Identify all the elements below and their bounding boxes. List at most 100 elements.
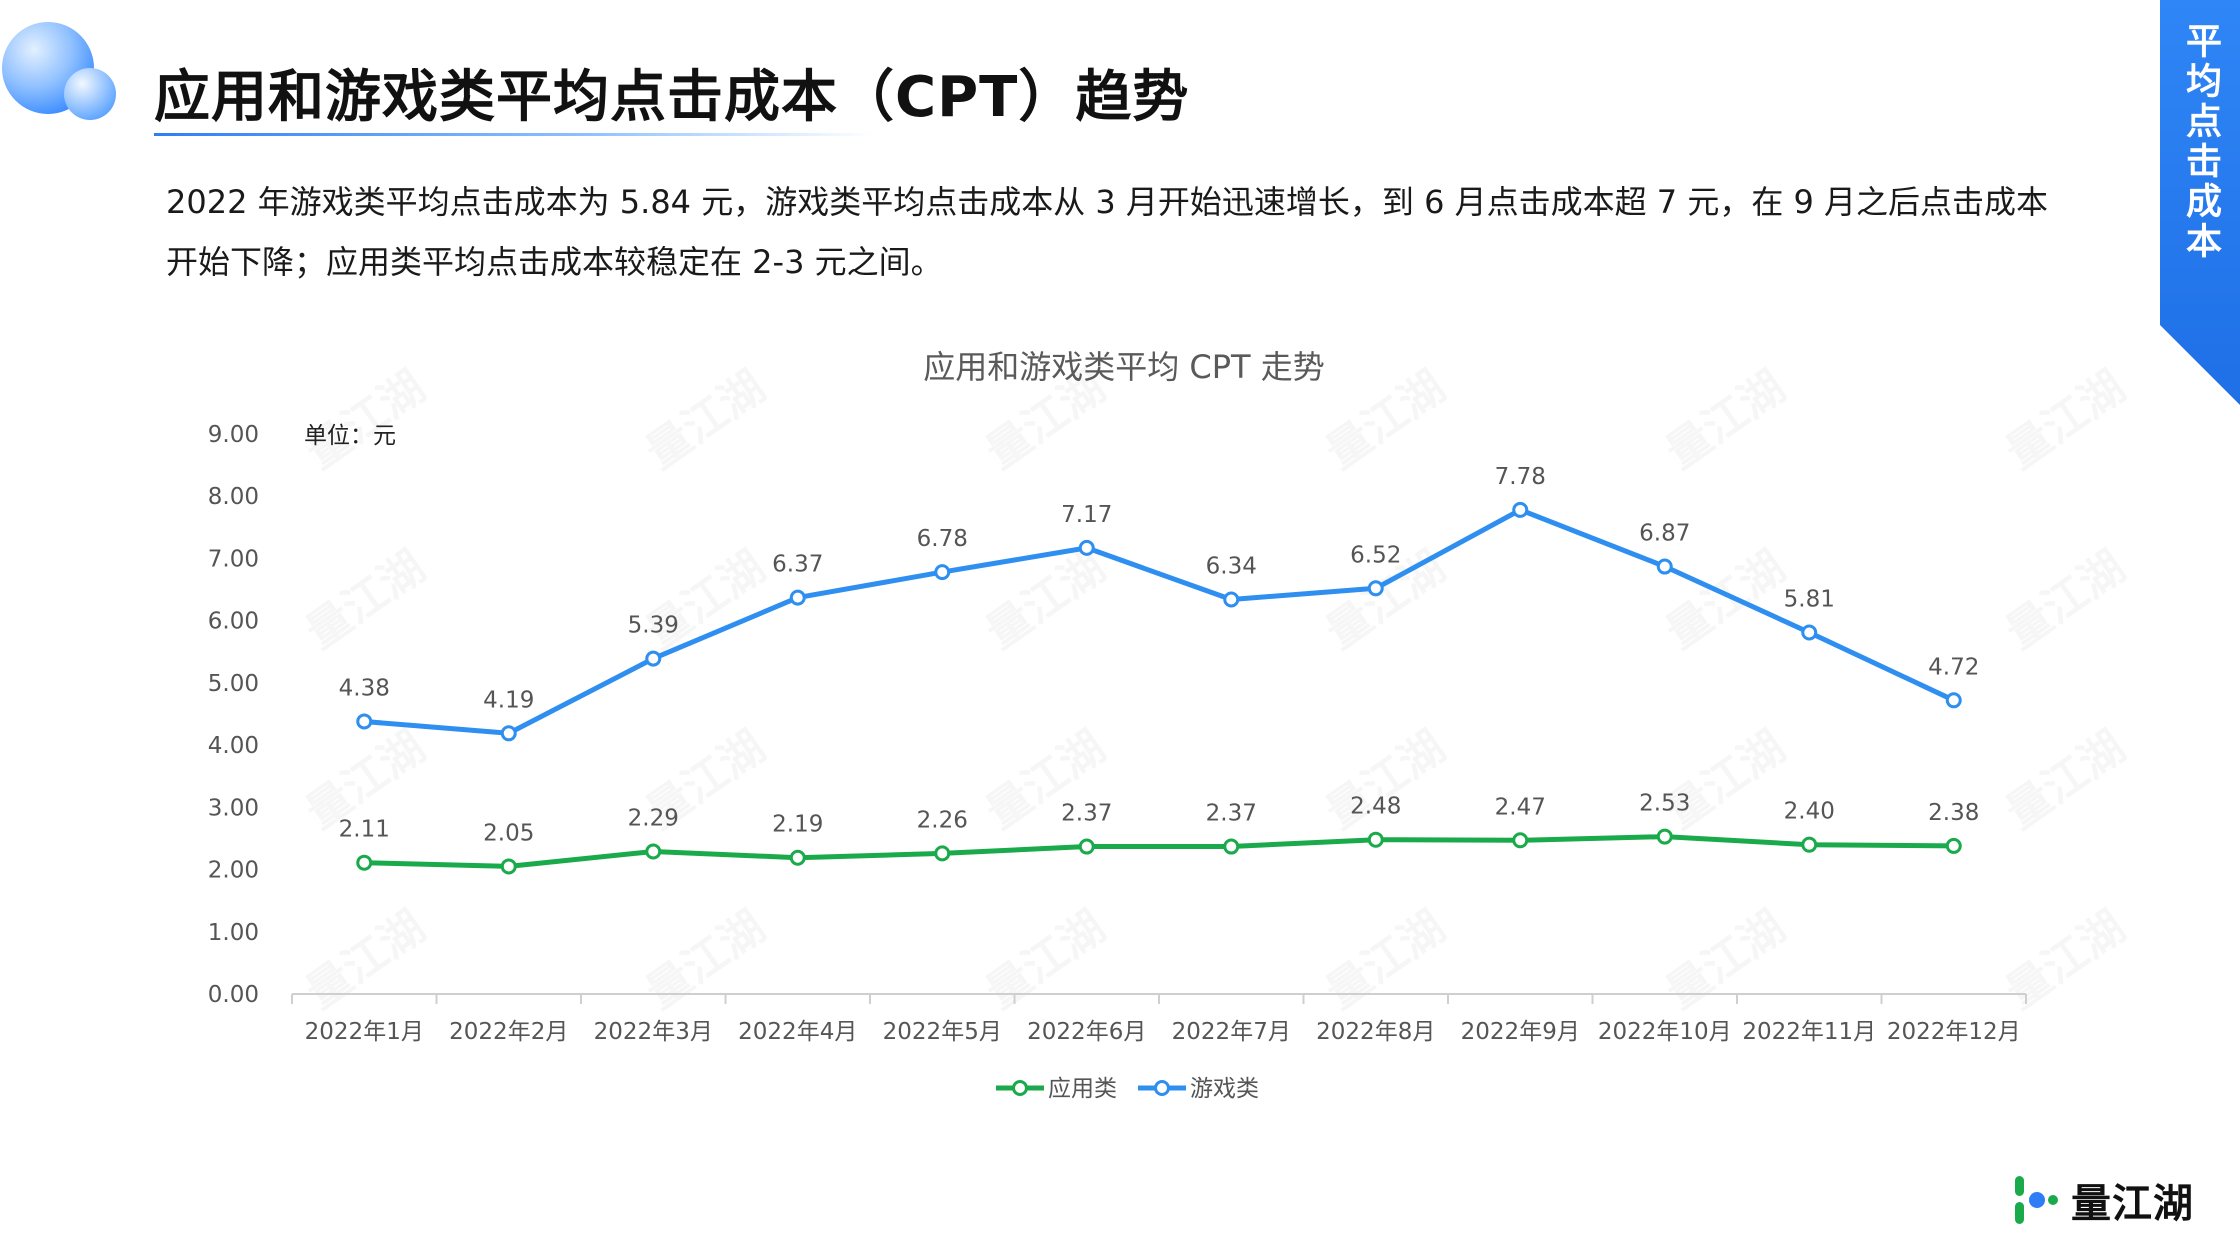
cpt-line-chart: 量江湖 量江湖 量江湖 量江湖 量江湖 量江湖量江湖 量江湖 量江湖 量江湖 量江湖 量江湖量江湖量…: [208, 348, 2134, 1102]
brand-logo: 量江湖: [2009, 1168, 2194, 1232]
data-label: 7.78: [1495, 464, 1546, 490]
x-tick-label: 2022年4月: [738, 1019, 857, 1045]
watermark-text: 量江湖: [977, 542, 1114, 659]
watermark-text: 量江湖: [1657, 542, 1794, 659]
data-point: [789, 589, 806, 606]
data-label: 5.81: [1784, 586, 1835, 612]
x-tick-label: 2022年3月: [594, 1019, 713, 1045]
data-label: 2.53: [1639, 791, 1690, 817]
watermark-text: 量江湖: [1997, 902, 2134, 1019]
watermark-text: 量江湖: [297, 362, 434, 479]
legend-swatch-marker: [1012, 1080, 1028, 1096]
watermark-text: 量江湖: [637, 362, 774, 479]
data-point: [1512, 832, 1529, 849]
legend-label: 游戏类: [1190, 1076, 1259, 1102]
brand-logo-icon: [2015, 1176, 2058, 1224]
data-point: [356, 854, 373, 871]
y-tick-label: 2.00: [208, 858, 259, 884]
data-label: 2.11: [339, 817, 390, 843]
summary-text: 2022 年游戏类平均点击成本为 5.84 元，游戏类平均点击成本从 3 月开始…: [166, 172, 2086, 292]
y-tick-label: 8.00: [208, 484, 259, 510]
data-label: 2.37: [1061, 801, 1112, 827]
data-label: 7.17: [1061, 502, 1112, 528]
y-tick-label: 3.00: [208, 795, 259, 821]
data-label: 6.52: [1350, 542, 1401, 568]
data-point: [500, 725, 517, 742]
data-label: 2.47: [1495, 794, 1546, 820]
data-point: [1078, 838, 1095, 855]
summary-line-2: 开始下降；应用类平均点击成本较稳定在 2-3 元之间。: [166, 243, 943, 281]
data-label: 2.40: [1784, 799, 1835, 825]
page-title: 应用和游戏类平均点击成本（CPT）趋势: [154, 65, 1190, 130]
data-point: [1801, 836, 1818, 853]
data-point: [934, 564, 951, 581]
data-point: [500, 858, 517, 875]
summary-line-1: 2022 年游戏类平均点击成本为 5.84 元，游戏类平均点击成本从 3 月开始…: [166, 183, 2049, 221]
data-label: 2.38: [1928, 800, 1979, 826]
data-label: 2.48: [1350, 794, 1401, 820]
data-point: [1945, 692, 1962, 709]
x-tick-label: 2022年5月: [883, 1019, 1002, 1045]
unit-label: 单位：元: [304, 423, 396, 449]
watermark-text: 量江湖: [637, 542, 774, 659]
watermark-text: 量江湖: [297, 542, 434, 659]
watermark-text: 量江湖: [1657, 722, 1794, 839]
series-line-app: [361, 834, 1957, 869]
data-point: [1801, 624, 1818, 641]
data-label: 6.37: [772, 552, 823, 578]
y-tick-label: 5.00: [208, 671, 259, 697]
title-underline: [154, 133, 874, 136]
watermark-text: 量江湖: [1317, 362, 1454, 479]
data-point: [1223, 838, 1240, 855]
watermark-text: 量江湖: [297, 902, 434, 1019]
watermark-text: 量江湖: [1997, 542, 2134, 659]
legend-label: 应用类: [1048, 1076, 1117, 1102]
y-tick-label: 4.00: [208, 733, 259, 759]
data-label: 5.39: [628, 613, 679, 639]
y-tick-label: 6.00: [208, 609, 259, 635]
x-tick-label: 2022年2月: [449, 1019, 568, 1045]
data-point: [1223, 591, 1240, 608]
x-tick-label: 2022年6月: [1027, 1019, 1146, 1045]
x-tick-label: 2022年10月: [1598, 1019, 1732, 1045]
data-point: [1656, 828, 1673, 845]
y-tick-label: 0.00: [208, 982, 259, 1008]
data-label: 4.19: [483, 687, 534, 713]
data-point: [789, 849, 806, 866]
watermark-text: 量江湖: [637, 902, 774, 1019]
brand-name: 量江湖: [2071, 1181, 2194, 1227]
data-point: [1367, 580, 1384, 597]
x-tick-label: 2022年8月: [1316, 1019, 1435, 1045]
series-line-game: [361, 507, 1957, 736]
data-label: 6.34: [1206, 554, 1257, 580]
data-point: [1367, 831, 1384, 848]
data-label: 6.78: [917, 526, 968, 552]
data-point: [1512, 501, 1529, 518]
data-label: 2.05: [483, 820, 534, 846]
data-label: 2.29: [628, 806, 679, 832]
x-tick-label: 2022年11月: [1742, 1019, 1876, 1045]
x-tick-label: 2022年9月: [1461, 1019, 1580, 1045]
watermark-text: 量江湖: [1657, 362, 1794, 479]
data-label: 2.19: [772, 812, 823, 838]
data-point: [1945, 837, 1962, 854]
side-tab-ribbon: [2160, 0, 2240, 405]
legend-swatch-marker: [1154, 1080, 1170, 1096]
side-tab-label: 平均点击成本: [2180, 22, 2221, 262]
data-point: [356, 713, 373, 730]
data-label: 4.72: [1928, 654, 1979, 680]
data-point: [645, 843, 662, 860]
data-label: 6.87: [1639, 521, 1690, 547]
data-label: 2.26: [917, 807, 968, 833]
x-tick-label: 2022年1月: [305, 1019, 424, 1045]
watermark-text: 量江湖: [977, 902, 1114, 1019]
data-label: 2.37: [1206, 801, 1257, 827]
data-label: 4.38: [339, 675, 390, 701]
decorative-bubbles: [2, 22, 116, 120]
x-tick-label: 2022年12月: [1887, 1019, 2021, 1045]
x-tick-label: 2022年7月: [1172, 1019, 1291, 1045]
chart-title: 应用和游戏类平均 CPT 走势: [923, 348, 1325, 386]
data-point: [934, 845, 951, 862]
y-tick-label: 7.00: [208, 546, 259, 572]
data-point: [1078, 539, 1095, 556]
